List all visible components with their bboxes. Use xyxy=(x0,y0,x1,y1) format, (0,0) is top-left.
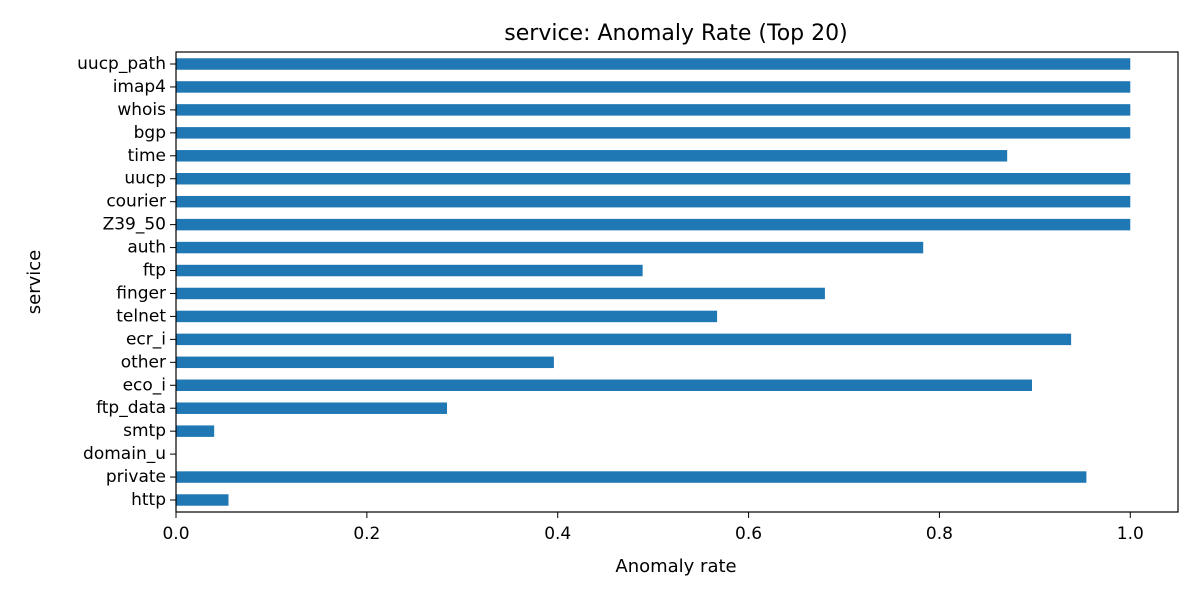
y-tick-label: telnet xyxy=(116,306,166,326)
y-tick-label: auth xyxy=(127,238,166,258)
y-tick-label: Z39_50 xyxy=(103,215,166,235)
y-tick-group: uucp_path imap4 whois bgp time uucp courier Z39… xyxy=(77,54,176,510)
y-tick-label: courier xyxy=(106,192,166,212)
x-axis-label: Anomaly rate xyxy=(615,556,736,577)
y-tick-label: private xyxy=(106,467,166,487)
bar-uucp xyxy=(176,173,1131,185)
bar-whois xyxy=(176,104,1131,116)
bar-time xyxy=(176,150,1008,162)
y-tick-label: ftp_data xyxy=(96,398,166,418)
y-axis-label: service xyxy=(24,250,45,314)
y-tick-label: domain_u xyxy=(83,444,166,464)
bar-eco_i xyxy=(176,379,1032,391)
y-tick-label: imap4 xyxy=(113,77,166,97)
bar-smtp xyxy=(176,425,215,437)
bar-private xyxy=(176,471,1087,483)
bar-ecr_i xyxy=(176,333,1072,346)
y-tick-label: other xyxy=(121,352,166,372)
x-tick-group: 0.0 0.2 0.4 0.6 0.8 1.0 xyxy=(162,512,1144,544)
x-tick-label: 0.8 xyxy=(926,524,953,544)
y-tick-label: finger xyxy=(116,283,166,303)
y-tick-label: eco_i xyxy=(123,375,166,395)
x-tick-label: 0.4 xyxy=(544,524,571,544)
bar-http xyxy=(176,494,229,506)
chart-title: service: Anomaly Rate (Top 20) xyxy=(504,21,847,46)
bar-telnet xyxy=(176,310,718,323)
y-tick-label: ecr_i xyxy=(126,329,166,349)
y-tick-label: whois xyxy=(117,100,166,120)
bar-group xyxy=(176,58,1131,506)
bar-imap4 xyxy=(176,81,1131,93)
bar-finger xyxy=(176,287,825,300)
bar-Z39_50 xyxy=(176,218,1131,231)
x-tick-label: 1.0 xyxy=(1117,524,1144,544)
y-tick-label: uucp xyxy=(124,169,166,189)
x-tick-label: 0.2 xyxy=(353,524,380,544)
y-tick-label: time xyxy=(128,146,166,166)
bar-bgp xyxy=(176,127,1131,139)
y-tick-label: ftp xyxy=(143,261,166,281)
bar-uucp_path xyxy=(176,58,1131,70)
plot-frame xyxy=(175,51,1179,513)
bar-ftp_data xyxy=(176,402,448,414)
x-tick-label: 0.6 xyxy=(735,524,762,544)
bar-ftp xyxy=(176,264,643,277)
bar-courier xyxy=(176,195,1131,208)
y-tick-label: uucp_path xyxy=(77,54,166,74)
bar-other xyxy=(176,356,554,369)
y-tick-label: smtp xyxy=(123,421,166,441)
y-tick-label: bgp xyxy=(134,123,166,143)
x-tick-label: 0.0 xyxy=(162,524,189,544)
y-tick-label: http xyxy=(131,490,166,510)
bar-auth xyxy=(176,241,924,254)
